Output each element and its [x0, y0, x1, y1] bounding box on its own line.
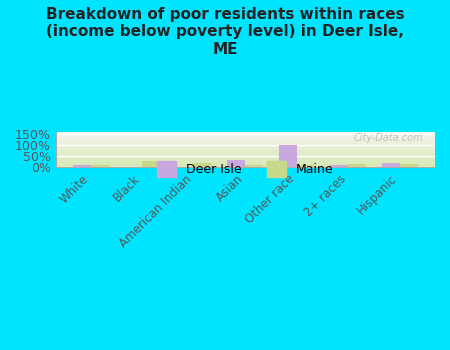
Bar	[56, 166, 435, 167]
Bar	[73, 165, 91, 167]
Text: City-Data.com: City-Data.com	[354, 133, 423, 143]
Bar	[194, 163, 212, 167]
Bar	[56, 159, 435, 160]
Bar	[56, 153, 435, 154]
Bar	[56, 134, 435, 135]
Bar	[400, 164, 418, 167]
Legend: Deer Isle, Maine: Deer Isle, Maine	[153, 156, 338, 182]
Bar	[56, 141, 435, 142]
Text: Breakdown of poor residents within races
(income below poverty level) in Deer Is: Breakdown of poor residents within races…	[46, 7, 404, 57]
Bar	[330, 164, 348, 167]
Bar	[91, 165, 109, 167]
Bar	[56, 136, 435, 137]
Bar	[56, 132, 435, 133]
Bar	[56, 152, 435, 153]
Bar	[56, 146, 435, 147]
Bar	[56, 156, 435, 157]
Bar	[56, 138, 435, 139]
Bar	[56, 154, 435, 155]
Bar	[56, 137, 435, 138]
Bar	[56, 162, 435, 163]
Bar	[56, 139, 435, 140]
Bar	[143, 161, 161, 167]
Bar	[382, 163, 400, 167]
Bar	[56, 160, 435, 161]
Bar	[56, 150, 435, 151]
Bar	[56, 140, 435, 141]
Bar	[56, 155, 435, 156]
Bar	[56, 148, 435, 149]
Bar	[56, 161, 435, 162]
Bar	[279, 146, 297, 167]
Bar	[56, 163, 435, 164]
Bar	[56, 165, 435, 166]
Bar	[56, 151, 435, 152]
Bar	[56, 133, 435, 134]
Bar	[297, 164, 315, 167]
Bar	[56, 145, 435, 146]
Bar	[56, 158, 435, 159]
Bar	[56, 147, 435, 148]
Bar	[56, 157, 435, 158]
Bar	[227, 160, 245, 167]
Bar	[56, 135, 435, 136]
Bar	[245, 164, 263, 167]
Bar	[56, 142, 435, 143]
Bar	[348, 164, 366, 167]
Bar	[56, 164, 435, 165]
Bar	[56, 149, 435, 150]
Bar	[56, 144, 435, 145]
